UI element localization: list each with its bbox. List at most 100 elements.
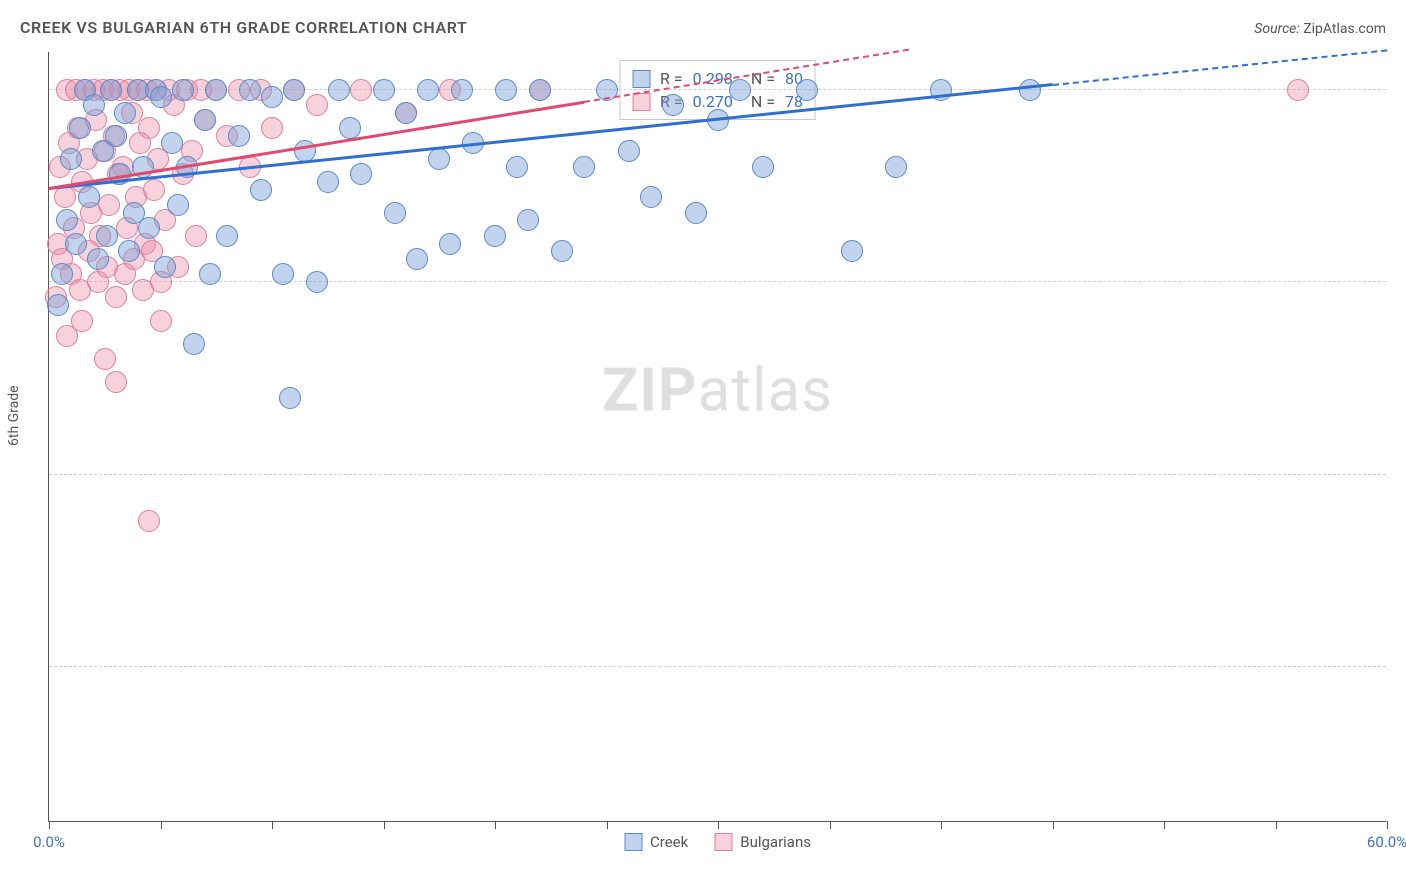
data-point [47, 294, 69, 316]
data-point [279, 387, 301, 409]
data-point [161, 132, 183, 154]
data-point [729, 79, 751, 101]
x-tick [718, 821, 719, 829]
data-point [105, 286, 127, 308]
data-point [439, 233, 461, 255]
data-point [529, 79, 551, 101]
data-point [328, 79, 350, 101]
x-tick [272, 821, 273, 829]
data-point [105, 371, 127, 393]
gridline [49, 281, 1386, 282]
watermark-bold: ZIP [602, 355, 698, 426]
x-tick [1164, 821, 1165, 829]
data-point [199, 263, 221, 285]
legend-item: Creek [624, 833, 688, 851]
data-point [506, 156, 528, 178]
data-point [1287, 79, 1309, 101]
data-point [283, 79, 305, 101]
data-point [105, 125, 127, 147]
x-tick [161, 821, 162, 829]
legend-swatch-icon [714, 833, 732, 851]
x-tick [1053, 821, 1054, 829]
data-point [51, 263, 73, 285]
x-tick [830, 821, 831, 829]
legend-swatch-icon [624, 833, 642, 851]
data-point [172, 79, 194, 101]
data-point [69, 117, 91, 139]
data-point [662, 94, 684, 116]
data-point [239, 79, 261, 101]
data-point [796, 79, 818, 101]
data-point [138, 217, 160, 239]
data-point [143, 179, 165, 201]
data-point [1019, 79, 1041, 101]
stat-n-label: N = [751, 92, 775, 111]
source-credit: Source: ZipAtlas.com [1254, 21, 1386, 37]
trend-line [1052, 49, 1387, 86]
data-point [573, 156, 595, 178]
legend-item: Bulgarians [714, 833, 811, 851]
data-point [60, 148, 82, 170]
data-point [306, 271, 328, 293]
data-point [94, 348, 116, 370]
chart-title: CREEK VS BULGARIAN 6TH GRADE CORRELATION… [20, 18, 467, 37]
stat-r-value: 0.270 [693, 92, 733, 111]
data-point [205, 79, 227, 101]
data-point [272, 263, 294, 285]
data-point [350, 163, 372, 185]
legend-label: Creek [650, 833, 688, 851]
source-label: Source: [1254, 21, 1299, 37]
data-point [185, 225, 207, 247]
data-point [250, 179, 272, 201]
data-point [138, 117, 160, 139]
x-tick-label: 60.0% [1367, 833, 1406, 851]
data-point [138, 510, 160, 532]
data-point [150, 310, 172, 332]
data-point [87, 248, 109, 270]
data-point [56, 209, 78, 231]
data-point [65, 233, 87, 255]
x-tick [384, 821, 385, 829]
x-tick [607, 821, 608, 829]
header-row: CREEK VS BULGARIAN 6TH GRADE CORRELATION… [20, 18, 1386, 37]
data-point [551, 240, 573, 262]
data-point [261, 86, 283, 108]
data-point [96, 225, 118, 247]
data-point [54, 186, 76, 208]
legend: Creek Bulgarians [624, 833, 811, 851]
data-point [228, 125, 250, 147]
series-swatch-icon [632, 70, 650, 88]
data-point [216, 225, 238, 247]
x-tick [1276, 821, 1277, 829]
data-point [373, 79, 395, 101]
x-tick [495, 821, 496, 829]
data-point [118, 240, 140, 262]
data-point [306, 94, 328, 116]
data-point [78, 186, 100, 208]
legend-label: Bulgarians [740, 833, 811, 851]
data-point [428, 148, 450, 170]
data-point [150, 86, 172, 108]
data-point [752, 156, 774, 178]
data-point [885, 156, 907, 178]
plot-area: ZIPatlas R =0.298N =80R =0.270N =78 Cree… [48, 52, 1386, 822]
y-axis-label: 6th Grade [6, 385, 22, 446]
x-tick-label: 0.0% [33, 833, 65, 851]
data-point [350, 79, 372, 101]
data-point [98, 194, 120, 216]
x-tick [1387, 821, 1388, 829]
data-point [83, 94, 105, 116]
data-point [114, 102, 136, 124]
watermark-rest: atlas [698, 355, 833, 426]
data-point [384, 202, 406, 224]
data-point [495, 79, 517, 101]
data-point [640, 186, 662, 208]
gridline [49, 474, 1386, 475]
data-point [841, 240, 863, 262]
data-point [685, 202, 707, 224]
x-tick [941, 821, 942, 829]
data-point [154, 256, 176, 278]
chart-frame: CREEK VS BULGARIAN 6TH GRADE CORRELATION… [0, 0, 1406, 892]
source-value: ZipAtlas.com [1303, 21, 1386, 37]
data-point [71, 310, 93, 332]
